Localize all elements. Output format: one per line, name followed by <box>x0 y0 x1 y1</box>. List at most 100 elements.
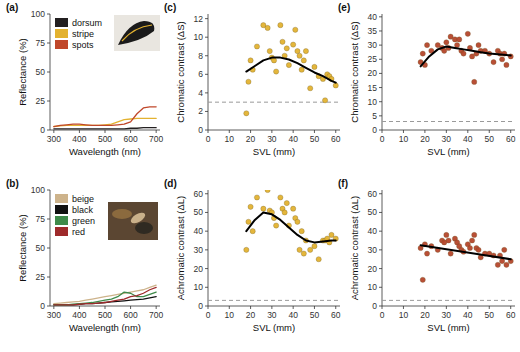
y-tick <box>379 306 382 307</box>
x-tick-label: 700 <box>149 134 163 144</box>
x-axis-title: SVL (mm) <box>253 146 295 157</box>
point <box>297 247 302 252</box>
y-tick <box>379 268 382 269</box>
y-tick-label: 100 <box>31 9 45 19</box>
point <box>424 43 429 48</box>
x-axis <box>382 306 515 307</box>
x-tick <box>403 306 404 309</box>
x-tick <box>271 306 272 309</box>
y-axis-title: Achromatic contrast (ΔL) <box>349 196 360 301</box>
point <box>299 229 304 234</box>
panel-title: (f) <box>338 178 348 189</box>
y-tick <box>379 231 382 232</box>
y-tick-label: 35 <box>368 26 378 36</box>
photo <box>108 202 158 240</box>
x-tick-label: 600 <box>123 310 137 320</box>
x-tick-label: 600 <box>123 134 137 144</box>
threshold-line <box>208 300 340 301</box>
y-tick <box>379 212 382 213</box>
x-tick <box>314 306 315 309</box>
point <box>420 51 425 56</box>
point <box>322 98 327 103</box>
y-tick-label: 20 <box>368 68 378 78</box>
x-tick-label: 30 <box>442 134 452 144</box>
y-tick-label: 50 <box>368 207 378 217</box>
y-axis <box>208 190 209 306</box>
x-tick <box>293 306 294 309</box>
photo <box>114 15 160 51</box>
point <box>308 86 313 91</box>
x-tick-label: 20 <box>246 134 256 144</box>
point <box>446 238 451 243</box>
x-tick <box>510 130 511 133</box>
y-tick-label: 10 <box>194 282 204 292</box>
point <box>265 190 270 193</box>
legend-swatch <box>55 29 68 38</box>
y-tick-label: 30 <box>368 40 378 50</box>
x-tick <box>53 130 54 133</box>
x-tick <box>446 130 447 133</box>
marks <box>54 107 156 129</box>
y-tick-label: 0 <box>40 125 45 135</box>
point <box>469 238 474 243</box>
y-axis-title: Chromatic contrast (ΔS) <box>175 21 186 122</box>
point <box>308 247 313 252</box>
line <box>54 287 156 304</box>
y-tick-label: 0 <box>372 301 377 311</box>
marks <box>208 23 340 116</box>
x-tick <box>314 130 315 133</box>
x-tick <box>467 306 468 309</box>
y-tick-label: 40 <box>194 226 204 236</box>
panel: 0102030405060024681012SVL (mm)Chromatic … <box>164 2 341 157</box>
point <box>465 31 470 36</box>
point <box>504 262 509 267</box>
x-tick <box>335 306 336 309</box>
x-tick-label: 50 <box>310 134 320 144</box>
x-tick-label: 10 <box>225 310 235 320</box>
point <box>495 262 500 267</box>
point <box>312 244 317 249</box>
y-tick <box>379 87 382 88</box>
x-tick-label: 300 <box>47 134 61 144</box>
marks <box>382 31 515 121</box>
x-tick <box>229 306 230 309</box>
y-tick <box>205 193 208 194</box>
legend-label: red <box>72 227 85 237</box>
point <box>312 64 317 69</box>
y-tick-label: 60 <box>368 189 378 199</box>
y-tick <box>47 277 50 278</box>
marks <box>54 285 156 305</box>
marks <box>208 190 340 300</box>
y-tick-label: 50 <box>36 67 46 77</box>
point <box>500 258 505 263</box>
y-tick-label: 12 <box>194 14 204 24</box>
panel: 3004005006007000255075100Wavelength (nm)… <box>6 2 164 157</box>
x-tick-label: 20 <box>420 134 430 144</box>
point <box>254 44 259 49</box>
x-tick <box>53 306 54 309</box>
legend-label: spots <box>72 40 94 50</box>
legend-swatch <box>55 227 68 236</box>
x-tick <box>489 306 490 309</box>
point <box>261 206 266 211</box>
threshold-line <box>208 102 340 103</box>
y-tick <box>379 59 382 60</box>
point <box>286 62 291 67</box>
y-tick <box>205 18 208 19</box>
photo-leaf <box>112 209 132 219</box>
y-tick-label: 2 <box>198 106 203 116</box>
x-axis-title: Wavelength (nm) <box>69 146 141 157</box>
x-tick <box>403 130 404 133</box>
x-tick-label: 40 <box>463 134 473 144</box>
y-tick-label: 0 <box>198 125 203 135</box>
legend-swatch <box>55 205 68 214</box>
point <box>246 79 251 84</box>
line <box>54 107 156 127</box>
threshold-line <box>382 121 515 122</box>
panel: 3004005006007000255075100Wavelength (nm)… <box>6 178 164 333</box>
y-tick <box>379 287 382 288</box>
legend-label: dorsum <box>72 18 102 28</box>
point <box>248 58 253 63</box>
point <box>500 57 505 62</box>
x-tick-label: 60 <box>506 310 516 320</box>
